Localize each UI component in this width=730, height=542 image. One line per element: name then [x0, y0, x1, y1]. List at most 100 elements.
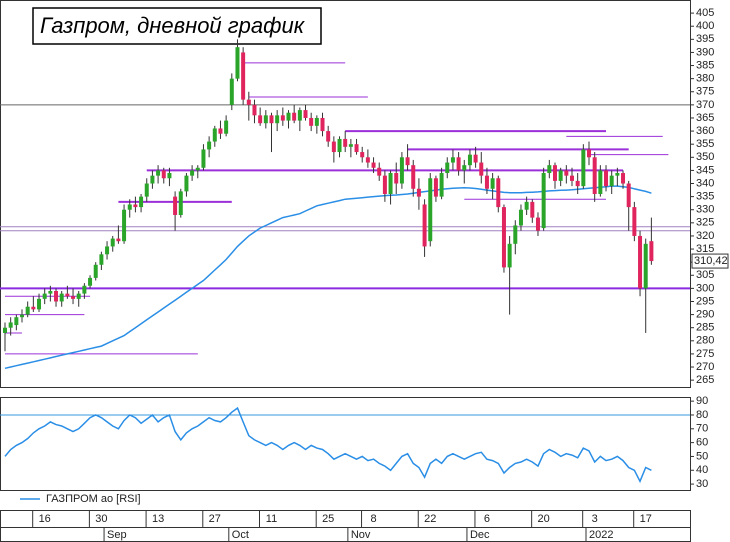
y-tick-label: 285 — [696, 322, 714, 334]
y-tick-label: 290 — [696, 309, 714, 321]
candle-body — [54, 291, 59, 302]
candle-body — [184, 175, 189, 192]
candle-body — [173, 196, 178, 215]
y-tick-label: 340 — [696, 177, 714, 189]
candle-body — [286, 112, 291, 121]
rsi-panel — [0, 397, 691, 491]
y-tick-label: 370 — [696, 99, 714, 111]
candle-body — [122, 209, 127, 242]
candle-body — [450, 157, 455, 163]
candle-body — [48, 291, 53, 294]
y-tick-label: 295 — [696, 295, 714, 307]
candle-body — [604, 170, 609, 187]
candle-body — [524, 201, 529, 210]
candle-body — [14, 317, 19, 326]
y-tick-label: 30 — [696, 478, 708, 490]
candle-body — [541, 173, 546, 229]
y-tick-label: 270 — [696, 361, 714, 373]
candle-body — [8, 322, 13, 328]
candle-body — [269, 115, 274, 124]
x-tick-label: 25 — [322, 513, 334, 525]
candle-body — [570, 175, 574, 181]
candle-body — [354, 144, 359, 153]
candle-body — [207, 141, 212, 150]
x-tick-label: 8 — [370, 513, 376, 525]
candle-body — [428, 178, 433, 242]
candle-body — [320, 117, 325, 132]
y-tick-label: 405 — [696, 7, 714, 19]
y-tick-label: 330 — [696, 204, 714, 216]
candle-body — [82, 285, 87, 294]
y-tick-label: 40 — [696, 464, 708, 476]
candle-body — [71, 296, 76, 299]
month-label: 2022 — [589, 529, 613, 541]
candle-body — [105, 246, 110, 255]
candle-body — [615, 173, 620, 176]
y-tick-label: 385 — [696, 59, 714, 71]
candle-body — [195, 167, 200, 171]
candle-body — [416, 188, 421, 197]
candle-body — [337, 138, 342, 153]
x-tick-label: 16 — [39, 513, 51, 525]
y-tick-label: 360 — [696, 125, 714, 137]
candle-body — [377, 167, 382, 176]
y-tick-label: 320 — [696, 230, 714, 242]
x-tick-label: 17 — [640, 513, 652, 525]
candle-body — [314, 117, 319, 126]
candle-body — [348, 144, 353, 147]
candle-body — [649, 241, 654, 262]
candle-body — [297, 110, 302, 121]
y-tick-label: 345 — [696, 164, 714, 176]
y-tick-label: 70 — [696, 423, 708, 435]
candle-body — [99, 254, 104, 265]
y-tick-label: 395 — [696, 33, 714, 45]
candle-body — [156, 170, 161, 176]
y-tick-label: 275 — [696, 348, 714, 360]
candle-body — [263, 115, 268, 124]
candle-body — [37, 298, 42, 310]
candle-body — [275, 115, 280, 124]
candle-body — [575, 180, 580, 187]
candle-body — [88, 277, 93, 286]
candle-body — [258, 115, 263, 124]
candle-body — [178, 191, 183, 215]
month-label: Dec — [470, 529, 490, 541]
x-tick-label: 11 — [266, 513, 277, 525]
candle-body — [394, 173, 399, 184]
candle-body — [31, 306, 36, 310]
candle-body — [609, 175, 614, 187]
candle-body — [411, 165, 416, 189]
x-tick-label: 3 — [592, 513, 598, 525]
candle-body — [445, 162, 450, 174]
x-tick-label: 22 — [424, 513, 436, 525]
candle-body — [224, 120, 229, 134]
candle-body — [42, 293, 47, 299]
month-label: Oct — [232, 529, 249, 541]
candle-body — [518, 209, 523, 226]
candle-body — [212, 128, 217, 142]
candle-body — [626, 183, 631, 208]
candle-body — [467, 154, 472, 166]
candle-body — [621, 173, 626, 184]
candle-body — [280, 115, 285, 121]
main-panel — [0, 0, 691, 388]
candle-body — [116, 238, 121, 242]
candle-body — [490, 178, 495, 189]
candle-body — [496, 178, 501, 208]
y-tick-label: 315 — [696, 243, 714, 255]
candle-body — [110, 238, 115, 247]
y-tick-label: 90 — [696, 395, 708, 407]
x-tick-label: 27 — [209, 513, 221, 525]
x-tick-label: 6 — [484, 513, 490, 525]
candle-body — [552, 165, 557, 181]
y-tick-label: 375 — [696, 86, 714, 98]
y-tick-label: 390 — [696, 46, 714, 58]
candle-body — [360, 152, 365, 158]
candle-body — [371, 162, 376, 168]
candle-body — [201, 149, 206, 168]
candle-body — [643, 243, 648, 289]
candle-body — [150, 175, 155, 184]
candle-body — [3, 327, 7, 333]
candle-body — [535, 217, 540, 231]
